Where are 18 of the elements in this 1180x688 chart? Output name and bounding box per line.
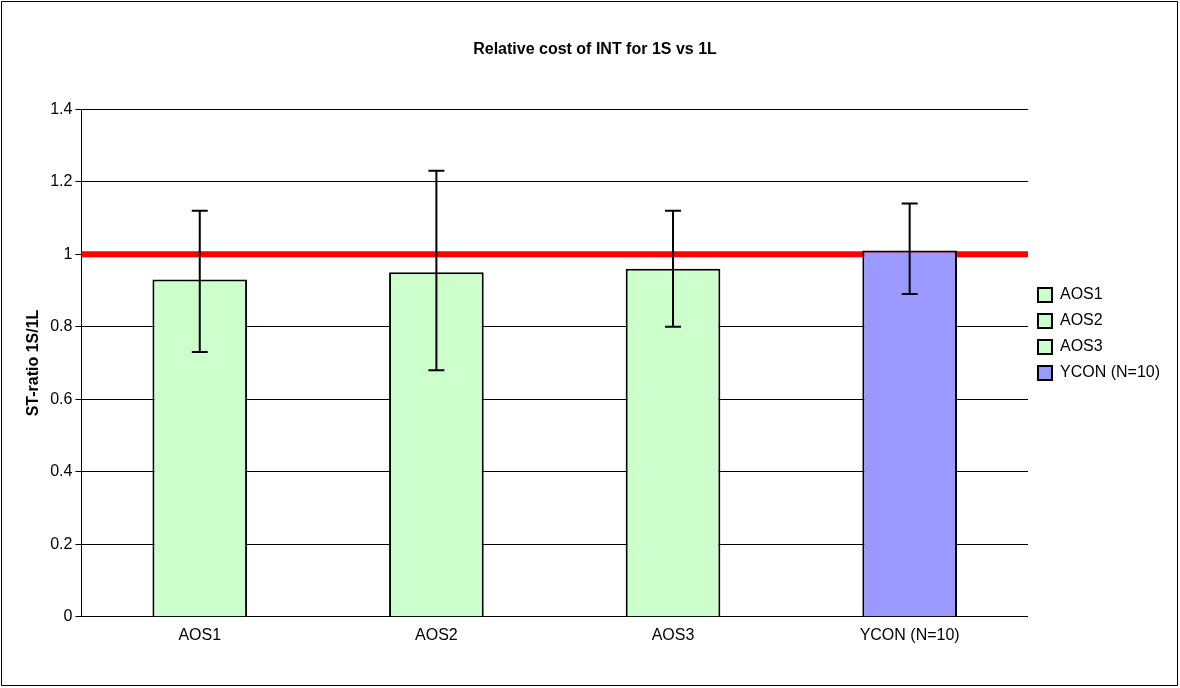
- x-tick-label: YCON (N=10): [859, 625, 960, 643]
- x-tick-label: AOS1: [178, 625, 222, 643]
- y-tick-label: 0.6: [50, 389, 73, 407]
- legend-label: YCON (N=10): [1059, 363, 1161, 381]
- y-tick-label: 0.2: [50, 534, 73, 552]
- x-tick-label: AOS3: [651, 625, 695, 643]
- y-tick-label: 1.4: [50, 99, 73, 117]
- legend-label: AOS2: [1059, 311, 1103, 329]
- y-tick-label: 0.4: [50, 462, 73, 480]
- y-tick-label: 1: [63, 244, 73, 262]
- legend-label: AOS1: [1059, 285, 1103, 303]
- y-tick-label: 0: [63, 607, 73, 625]
- legend-label: AOS3: [1059, 337, 1103, 355]
- x-tick-label: AOS2: [415, 625, 458, 643]
- y-axis-title: ST-ratio 1S/1L: [24, 309, 42, 417]
- y-tick-label: 0.8: [50, 317, 73, 335]
- chart-title: Relative cost of INT for 1S vs 1L: [473, 40, 718, 58]
- y-tick-label: 1.2: [50, 172, 73, 190]
